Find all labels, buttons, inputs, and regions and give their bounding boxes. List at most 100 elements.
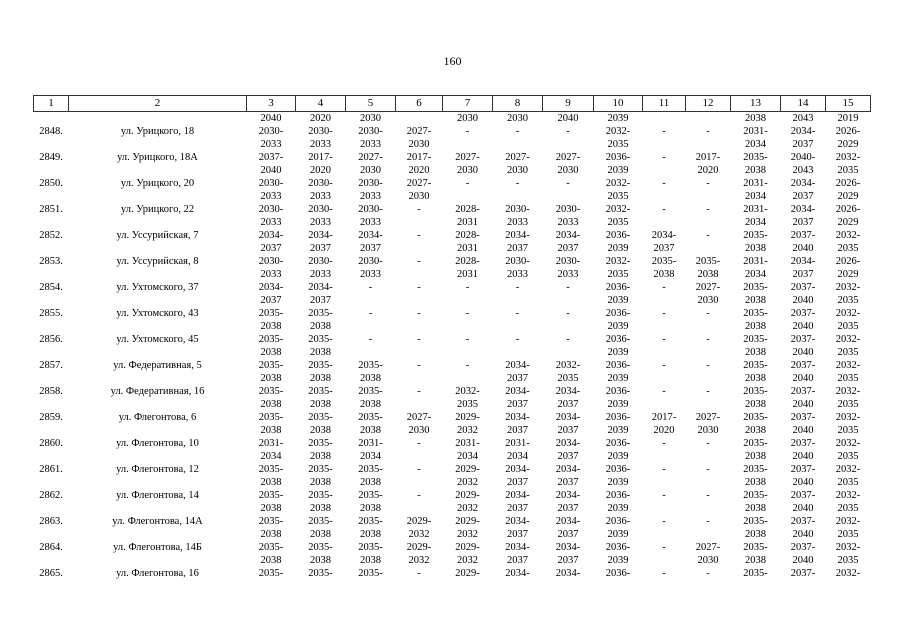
year-cell: - bbox=[662, 126, 666, 137]
year-cell: 2035- bbox=[308, 568, 333, 579]
row-address: ул. Флегонтова, 14А bbox=[112, 516, 203, 527]
column-header: 6 bbox=[395, 95, 443, 112]
year-cell: 2035- 2038 bbox=[308, 334, 333, 358]
year-cell: 2036- 2039 bbox=[605, 360, 631, 384]
year-cell: - bbox=[706, 568, 710, 579]
year-cell: 2030- 2033 bbox=[555, 256, 581, 280]
year-cell: 2030 bbox=[507, 113, 528, 124]
year-cell: - bbox=[417, 360, 421, 371]
year-cell: 2027- 2030 bbox=[695, 542, 721, 566]
year-cell: 2030- 2033 bbox=[358, 204, 383, 228]
year-cell: 2029- 2032 bbox=[455, 516, 480, 540]
year-cell: - bbox=[465, 282, 470, 293]
year-cell: 2037- 2040 bbox=[790, 230, 816, 254]
year-cell: 2026- 2029 bbox=[835, 204, 861, 228]
year-cell: 2035- 2038 bbox=[743, 152, 768, 176]
year-cell: 2037- 2040 bbox=[790, 334, 816, 358]
year-cell: 2020 bbox=[310, 113, 331, 124]
year-cell: 2029- 2032 bbox=[455, 490, 480, 514]
year-cell: 2035- 2038 bbox=[308, 360, 333, 384]
year-cell: 2032- 2035 bbox=[835, 360, 861, 384]
year-cell: - bbox=[662, 516, 666, 527]
year-cell: - bbox=[417, 282, 421, 293]
year-cell: 2035- 2038 bbox=[258, 542, 284, 566]
year-cell: - bbox=[515, 126, 520, 137]
year-cell: 2036- 2039 bbox=[605, 230, 631, 254]
table-row: 2852. ул. Уссурийская, 7 2034- 2037 2034- 203… bbox=[34, 229, 871, 255]
year-cell: - bbox=[706, 178, 710, 189]
year-cell: - bbox=[662, 438, 666, 449]
column-header: 11 bbox=[642, 95, 686, 112]
row-address: ул. Флегонтова, 14 bbox=[116, 490, 199, 501]
year-cell: 2027- 2030 bbox=[695, 412, 721, 436]
year-cell: 2030- 2033 bbox=[258, 126, 284, 150]
row-address: ул. Федеративная, 16 bbox=[110, 386, 205, 397]
year-cell: 2035- 2038 bbox=[651, 256, 677, 280]
year-cell: 2029- 2032 bbox=[455, 412, 480, 436]
table-row: 2858. ул. Федеративная, 16 2035- 2038 2035- 2… bbox=[34, 385, 871, 411]
row-address: ул. Уссурийская, 7 bbox=[116, 230, 199, 241]
year-cell: 2026- 2029 bbox=[835, 178, 861, 202]
year-cell: - bbox=[465, 334, 470, 345]
year-cell: 2040- 2043 bbox=[790, 152, 816, 176]
row-number: 2851. bbox=[39, 204, 63, 215]
year-cell: 2034- 2037 bbox=[258, 282, 284, 306]
year-cell: 2029- bbox=[455, 568, 480, 579]
year-cell: 2035- 2038 bbox=[258, 516, 284, 540]
row-address: ул. Флегонтова, 12 bbox=[116, 464, 199, 475]
table-row: 2865. ул. Флегонтова, 16 2035- 2035- 2035- - 2… bbox=[34, 567, 871, 580]
year-cell: 2034- 2037 bbox=[790, 126, 816, 150]
year-cell: 2037- 2040 bbox=[790, 464, 816, 488]
year-cell: 2034- 2037 bbox=[790, 178, 816, 202]
row-address: ул. Ухтомского, 45 bbox=[116, 334, 199, 345]
year-cell: - bbox=[368, 334, 373, 345]
year-cell: 2029- 2032 bbox=[455, 464, 480, 488]
year-cell: - bbox=[706, 386, 710, 397]
row-number: 2858. bbox=[39, 386, 63, 397]
column-header: 7 bbox=[442, 95, 493, 112]
year-cell: 2027- 2030 bbox=[406, 178, 432, 202]
year-cell: 2035- 2038 bbox=[695, 256, 721, 280]
year-cell: 2035- 2038 bbox=[258, 412, 284, 436]
year-cell: 2035- 2038 bbox=[743, 334, 768, 358]
year-cell: 2035- 2038 bbox=[743, 412, 768, 436]
year-cell: 2037- 2040 bbox=[790, 438, 816, 462]
year-cell: - bbox=[417, 334, 421, 345]
year-cell: 2030- 2033 bbox=[258, 178, 284, 202]
column-header: 12 bbox=[685, 95, 731, 112]
year-cell: 2035- 2038 bbox=[308, 438, 333, 462]
column-header: 15 bbox=[825, 95, 871, 112]
year-cell: - bbox=[566, 126, 570, 137]
year-cell: 2031- 2034 bbox=[505, 438, 530, 462]
year-cell: 2036- bbox=[605, 568, 631, 579]
year-cell: 2027- 2030 bbox=[695, 282, 721, 306]
year-cell: 2030- 2033 bbox=[258, 256, 284, 280]
year-cell: 2037- 2040 bbox=[790, 516, 816, 540]
year-cell: 2030- 2033 bbox=[308, 126, 333, 150]
year-cell: 2036- 2039 bbox=[605, 152, 631, 176]
year-cell: 2029- 2032 bbox=[406, 516, 432, 540]
column-header: 1 bbox=[33, 95, 69, 112]
year-cell: 2043 bbox=[792, 113, 814, 124]
year-cell: - bbox=[465, 126, 470, 137]
year-cell: 2030- 2033 bbox=[308, 256, 333, 280]
row-address: ул. Флегонтова, 10 bbox=[116, 438, 199, 449]
year-cell: - bbox=[662, 308, 666, 319]
year-cell: 2034- 2037 bbox=[555, 230, 581, 254]
row-number: 2864. bbox=[39, 542, 63, 553]
year-cell: 2037- 2040 bbox=[258, 152, 284, 176]
year-cell: - bbox=[662, 464, 666, 475]
year-cell: 2032- 2035 bbox=[835, 308, 861, 332]
table-row: 2864. ул. Флегонтова, 14Б 2035- 2038 2035- 20… bbox=[34, 541, 871, 567]
year-cell: - bbox=[662, 178, 666, 189]
year-cell: 2035- bbox=[358, 568, 383, 579]
year-cell: 2035- 2038 bbox=[358, 516, 383, 540]
year-cell: 2035- bbox=[743, 568, 768, 579]
row-address bbox=[69, 112, 247, 126]
year-cell bbox=[643, 112, 686, 126]
year-cell: 2030- 2033 bbox=[505, 204, 530, 228]
year-cell: 2019 bbox=[837, 113, 859, 124]
year-cell: 2034- 2037 bbox=[555, 542, 581, 566]
year-cell: - bbox=[566, 334, 570, 345]
year-cell: 2034- 2037 bbox=[555, 464, 581, 488]
